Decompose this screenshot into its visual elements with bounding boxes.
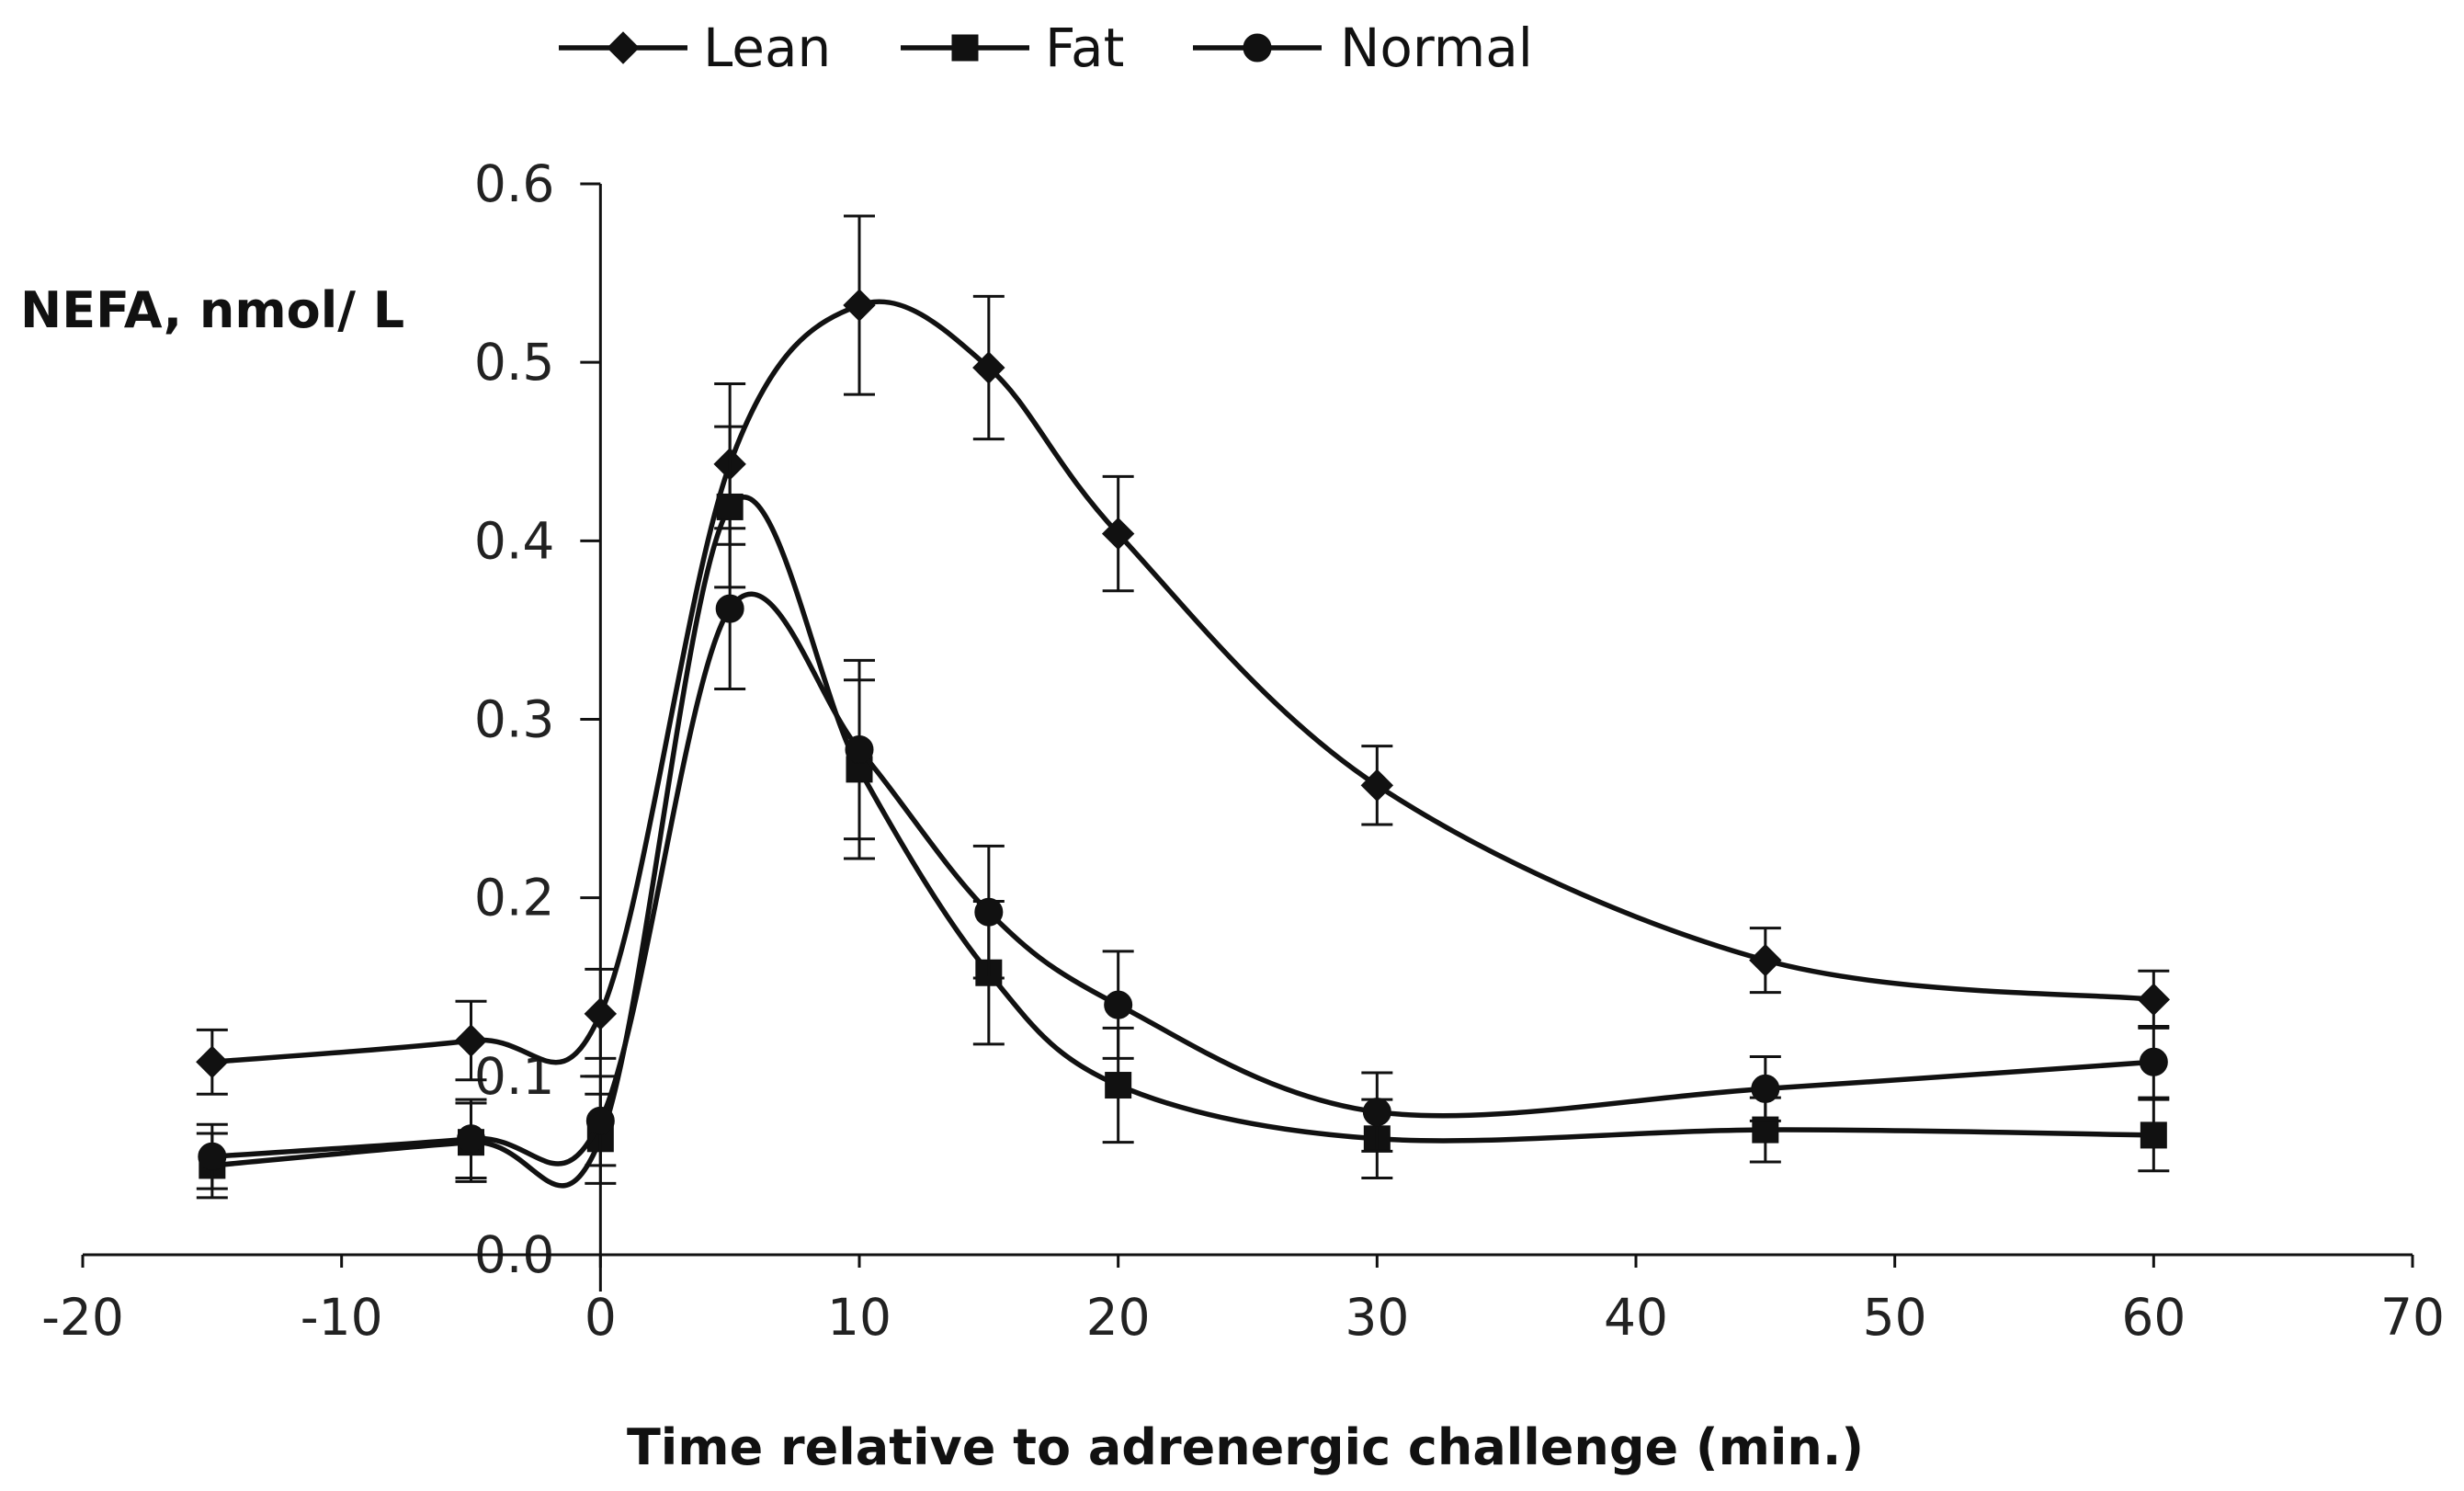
legend-label-fat: Fat — [1045, 17, 1124, 79]
legend-item-fat: Fat — [901, 17, 1124, 79]
normal-point — [1104, 990, 1133, 1019]
x-tick-label: 0 — [585, 1288, 617, 1347]
lean-point — [2137, 983, 2171, 1017]
legend-marker-normal — [1243, 33, 1272, 63]
y-tick-label: 0.5 — [474, 333, 554, 392]
legend-marker-fat — [951, 34, 979, 62]
normal-point — [2139, 1047, 2168, 1076]
legend-item-lean: Lean — [559, 17, 831, 79]
series-layer — [196, 214, 2171, 1200]
x-tick-label: 60 — [2121, 1288, 2186, 1347]
legend-item-normal: Normal — [1193, 17, 1533, 79]
normal-point — [715, 594, 744, 623]
lean-point — [1360, 768, 1394, 802]
normal-point — [845, 735, 874, 765]
legend-label-lean: Lean — [703, 17, 831, 79]
lean-point — [843, 289, 876, 322]
x-tick-label: 10 — [827, 1288, 891, 1347]
x-tick-label: 30 — [1345, 1288, 1409, 1347]
legend-label-normal: Normal — [1340, 17, 1533, 79]
y-tick-label: 0.2 — [474, 869, 554, 928]
lean-point — [1749, 943, 1782, 977]
lean-point — [972, 351, 1005, 384]
y-tick-label: 0.3 — [474, 690, 554, 749]
fat-point — [1105, 1072, 1132, 1099]
normal-point — [198, 1142, 227, 1171]
x-tick-label: -10 — [301, 1288, 383, 1347]
y-tick-label: 0.1 — [474, 1047, 554, 1106]
y-axis-title: NEFA, nmol/ L — [20, 281, 404, 339]
lean-point — [1101, 517, 1135, 551]
fat-point — [716, 493, 744, 520]
normal-point — [585, 1106, 615, 1135]
x-tick-label: 20 — [1086, 1288, 1151, 1347]
fat-line — [211, 495, 2154, 1189]
fat-point — [2140, 1121, 2167, 1149]
x-tick-label: 40 — [1604, 1288, 1668, 1347]
x-tick-label: 50 — [1863, 1288, 1927, 1347]
series-lean — [196, 214, 2171, 1096]
x-tick-label: 70 — [2380, 1288, 2445, 1347]
lean-point — [454, 1024, 488, 1057]
y-axis: 0.00.10.20.30.40.50.6 — [474, 154, 602, 1292]
lean-point — [196, 1045, 229, 1079]
normal-point — [974, 897, 1004, 927]
lean-line — [211, 299, 2154, 1065]
x-axis: -20 -10 0 10 20 30 40 50 60 70 — [41, 1253, 2445, 1347]
y-tick-label: 0.6 — [474, 154, 554, 213]
normal-point — [457, 1124, 485, 1154]
normal-point — [1751, 1074, 1780, 1103]
normal-point — [1362, 1098, 1391, 1127]
legend-marker-lean — [607, 31, 640, 64]
lean-point — [584, 997, 618, 1030]
x-tick-label: -20 — [41, 1288, 124, 1347]
x-axis-title: Time relative to adrenergic challenge (m… — [627, 1418, 1864, 1476]
series-normal — [196, 527, 2170, 1190]
legend: Lean Fat Normal — [559, 17, 1533, 79]
normal-line — [211, 591, 2154, 1167]
y-tick-label: 0.4 — [474, 511, 554, 570]
